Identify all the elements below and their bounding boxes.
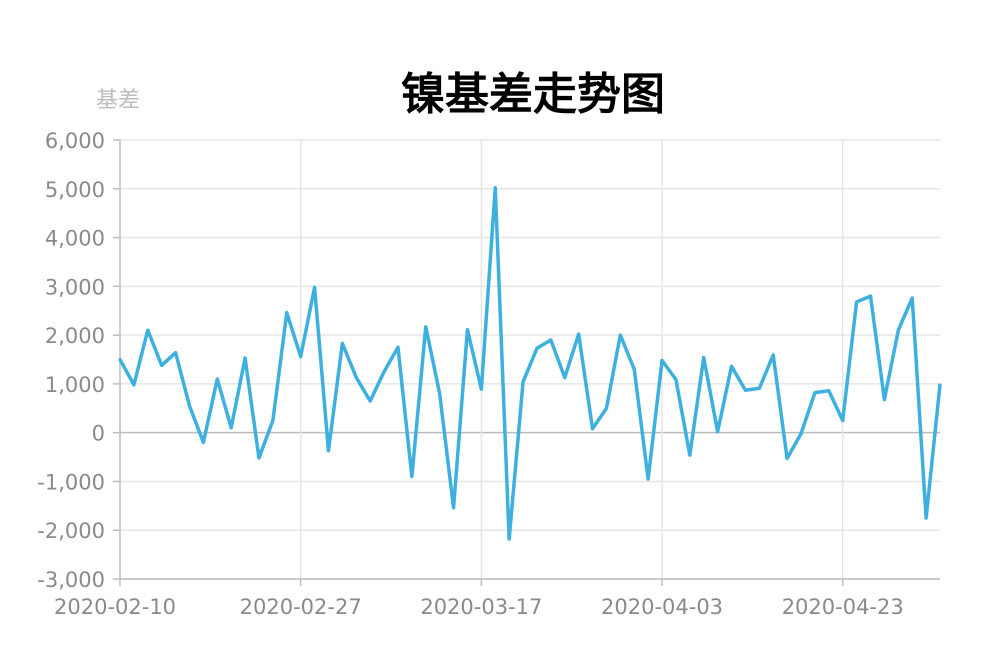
y-tick-label: -1,000: [37, 470, 105, 494]
y-tick-label: 6,000: [45, 129, 105, 153]
x-tick-label: 2020-02-27: [240, 595, 362, 619]
data-point: [743, 388, 747, 392]
data-point: [271, 418, 275, 422]
data-point: [702, 356, 706, 360]
data-point: [771, 353, 775, 357]
x-tick-label: 2020-03-17: [420, 595, 542, 619]
data-point: [716, 430, 720, 434]
data-point: [813, 391, 817, 395]
data-point: [285, 311, 289, 315]
y-axis-name: 基差: [96, 88, 141, 113]
data-point: [618, 333, 622, 337]
data-point: [674, 377, 678, 381]
data-point: [132, 383, 136, 387]
data-point: [855, 300, 859, 304]
data-point: [924, 516, 928, 520]
x-tick-label: 2020-02-10: [54, 595, 176, 619]
data-point: [118, 358, 122, 361]
data-point: [396, 345, 400, 349]
series: [118, 186, 942, 541]
chart-title: 镍基差走势图: [401, 69, 665, 120]
data-point: [229, 426, 233, 430]
data-point: [563, 376, 567, 380]
data-point: [243, 356, 247, 360]
data-point: [910, 296, 914, 300]
data-point: [730, 364, 734, 368]
data-point: [577, 332, 581, 336]
data-point: [632, 367, 636, 371]
data-point: [215, 377, 219, 381]
data-point: [340, 341, 344, 345]
data-point: [799, 432, 803, 436]
data-point: [410, 475, 414, 479]
data-point: [882, 397, 886, 401]
data-point: [479, 387, 483, 391]
data-point: [646, 477, 650, 481]
data-point: [896, 328, 900, 332]
data-point: [424, 325, 428, 329]
data-point: [660, 358, 664, 362]
series-line: [118, 186, 942, 541]
data-point: [507, 537, 511, 541]
y-tick-label: 4,000: [45, 227, 105, 251]
data-point: [299, 355, 303, 359]
y-tick-label: -3,000: [37, 568, 105, 592]
data-point: [368, 399, 372, 403]
data-point: [187, 404, 191, 408]
data-point: [535, 346, 539, 350]
data-point: [452, 506, 456, 510]
y-tick-label: 3,000: [45, 275, 105, 299]
y-tick-label: 5,000: [45, 178, 105, 202]
data-point: [257, 456, 261, 460]
y-tick-label: 2,000: [45, 324, 105, 348]
data-point: [827, 389, 831, 393]
axes: [113, 139, 940, 586]
data-point: [146, 328, 150, 332]
data-point: [757, 386, 761, 390]
data-point: [938, 383, 942, 387]
data-point: [493, 186, 497, 190]
tick-labels: 6,000 5,000 4,000 3,000 2,000 1,000 0 -1,000 -2,…: [37, 129, 903, 619]
data-point: [174, 351, 178, 355]
data-point: [465, 328, 469, 332]
data-point: [549, 338, 553, 342]
x-tick-label: 2020-04-03: [601, 595, 723, 619]
data-point: [521, 380, 525, 384]
data-point: [869, 294, 873, 298]
y-tick-label: 1,000: [45, 373, 105, 397]
data-point: [326, 449, 330, 453]
data-point: [201, 440, 205, 444]
data-point: [841, 418, 845, 422]
data-point: [160, 363, 164, 367]
x-tick-label: 2020-04-23: [782, 595, 904, 619]
data-point: [354, 376, 358, 380]
data-point: [688, 453, 692, 457]
data-point: [313, 285, 317, 289]
y-tick-label: -2,000: [37, 519, 105, 543]
data-point: [591, 427, 595, 431]
y-tick-label: 0: [92, 422, 105, 446]
data-point: [604, 406, 608, 410]
data-point: [438, 392, 442, 396]
data-point: [785, 457, 789, 461]
data-point: [382, 370, 386, 374]
grid: [120, 139, 940, 580]
